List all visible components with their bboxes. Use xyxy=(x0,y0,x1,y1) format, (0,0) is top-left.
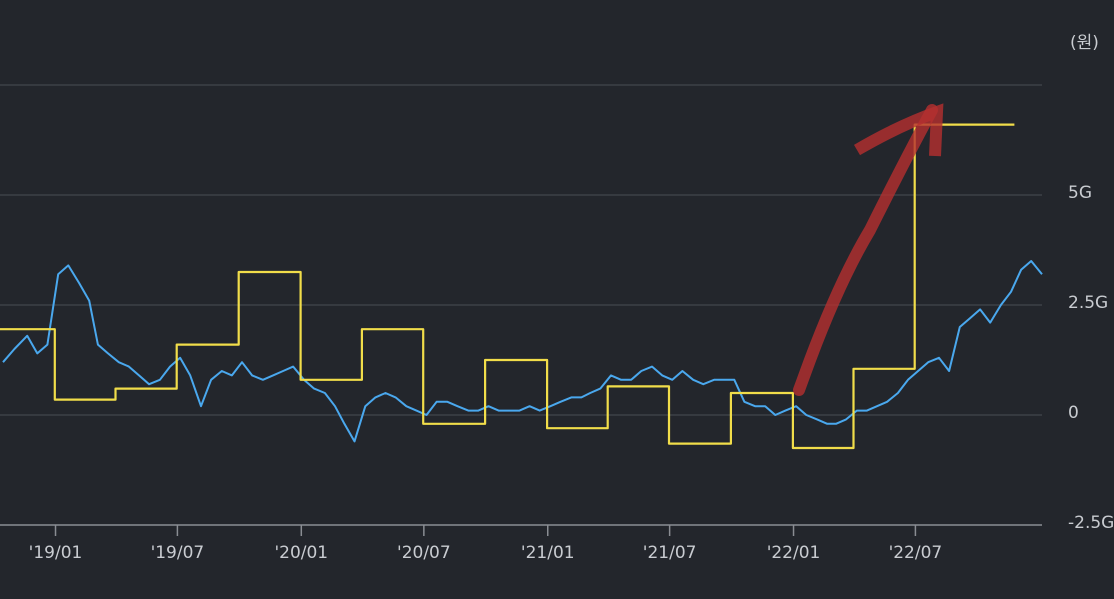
x-tick-label: '21/07 xyxy=(643,543,697,563)
y-tick-label: 2.5G xyxy=(1068,293,1108,313)
y-unit-label: (원) xyxy=(1070,33,1099,53)
annotation-arrow-head xyxy=(853,103,944,157)
series-layer xyxy=(0,123,1043,450)
chart-grid xyxy=(0,84,1042,416)
x-tick-label: '20/01 xyxy=(274,543,328,563)
y-tick-label: 5G xyxy=(1068,183,1092,203)
y-tick-label: 0 xyxy=(1068,403,1079,423)
series-line-blue xyxy=(2,260,1043,443)
y-axis: 5G 2.5G 0 -2.5G xyxy=(1068,183,1114,533)
x-tick-label: '20/07 xyxy=(397,543,451,563)
x-tick-label: '19/01 xyxy=(29,543,83,563)
x-tick-label: '22/07 xyxy=(889,543,943,563)
annotation-arrow-shaft xyxy=(793,104,938,396)
annotation-arrow xyxy=(793,103,944,396)
x-tick-label: '21/01 xyxy=(521,543,575,563)
y-tick-label: -2.5G xyxy=(1068,513,1114,533)
x-tick-label: '19/07 xyxy=(151,543,205,563)
x-tick-label: '22/01 xyxy=(767,543,821,563)
x-axis: '19/01 '19/07 '20/01 '20/07 '21/01 '21/07 '22/… xyxy=(29,525,943,563)
series-line-yellow xyxy=(0,123,1015,450)
